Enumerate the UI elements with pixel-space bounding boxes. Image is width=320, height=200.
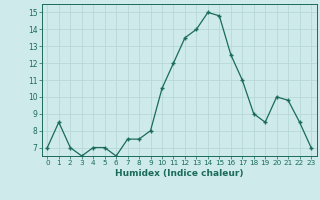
X-axis label: Humidex (Indice chaleur): Humidex (Indice chaleur) — [115, 169, 244, 178]
